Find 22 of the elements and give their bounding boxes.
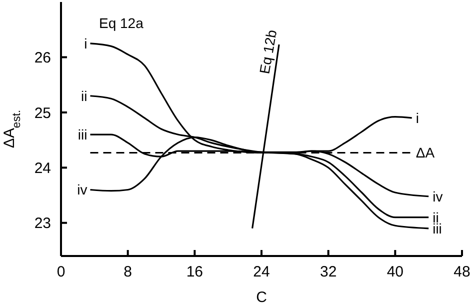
y-tick-label: 23 [34, 215, 51, 232]
x-tick-label: 40 [386, 264, 404, 281]
legend-label: iv [77, 182, 88, 198]
x-tick-label: 16 [186, 264, 204, 281]
x-tick-label: 0 [56, 264, 66, 281]
series-label: ii [81, 88, 88, 104]
series-label: i [84, 35, 88, 52]
x-tick-label: 48 [454, 264, 470, 281]
series-label: ΔA [416, 144, 436, 161]
annotation: Eq 12a [99, 15, 144, 31]
x-tick-label: 24 [253, 264, 270, 281]
y-tick-label: 25 [34, 104, 51, 122]
y-tick-label: 24 [34, 160, 51, 177]
y-tick-label: 26 [34, 50, 51, 67]
legend-label: iii [78, 126, 88, 143]
x-tick-label: 32 [320, 264, 337, 281]
text: i [416, 110, 419, 126]
text: iv [432, 188, 443, 204]
text: ii [432, 209, 439, 226]
x-axis-title: C [256, 289, 268, 306]
text: Eq 12b [256, 28, 280, 76]
x-tick-label: 8 [124, 264, 132, 281]
